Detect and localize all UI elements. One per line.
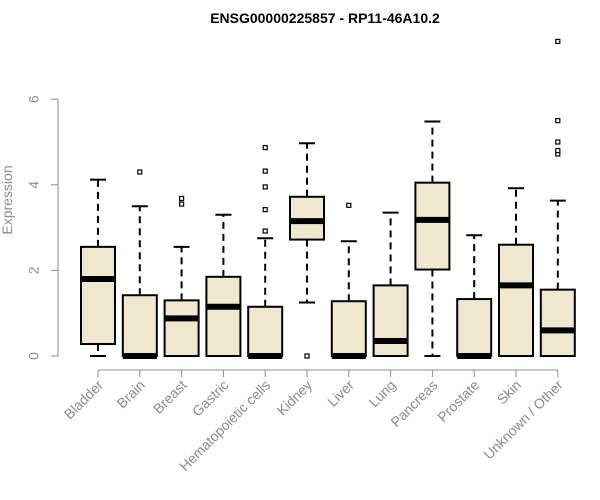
- box-bladder: [80, 178, 116, 357]
- outlier-point: [179, 201, 185, 207]
- iqr-box: [80, 245, 116, 346]
- x-tick-label: Breast: [150, 377, 190, 417]
- x-tick-label: Skin: [494, 377, 525, 408]
- box-pancreas: [414, 120, 451, 357]
- box-hematopoietic-cells: [247, 144, 284, 359]
- outlier-point: [304, 353, 310, 359]
- outlier-point: [262, 228, 268, 234]
- iqr-box: [330, 300, 367, 358]
- x-tick-label: Liver: [324, 377, 357, 410]
- outlier-point: [262, 168, 268, 174]
- outlier-point: [262, 144, 268, 151]
- iqr-box: [539, 288, 576, 357]
- y-tick-label: 6: [26, 95, 42, 103]
- x-tick-label: Bladder: [61, 377, 107, 423]
- box-prostate: [456, 234, 493, 359]
- iqr-box: [247, 305, 284, 357]
- box-gastric: [205, 213, 242, 358]
- iqr-box: [372, 284, 409, 358]
- outlier-point: [555, 147, 561, 154]
- box-unknown-other: [539, 38, 576, 357]
- x-tick-label: Brain: [113, 377, 147, 411]
- y-tick-label: 0: [26, 352, 42, 360]
- outlier-point: [262, 207, 268, 213]
- iqr-box: [498, 243, 534, 357]
- outlier-point: [555, 117, 561, 124]
- outlier-point: [137, 169, 143, 175]
- y-axis: 0 2 4 6: [26, 95, 59, 360]
- x-tick-label: Kidney: [274, 377, 316, 419]
- boxes-group: [80, 38, 576, 359]
- y-tick-label: 4: [26, 181, 42, 189]
- outlier-point: [555, 139, 561, 145]
- x-tick-label: Prostate: [434, 377, 482, 425]
- iqr-box: [456, 298, 493, 357]
- outlier-point: [555, 38, 561, 45]
- outlier-point: [346, 202, 352, 208]
- box-breast: [163, 195, 200, 357]
- y-axis-label: Expression: [0, 165, 15, 234]
- iqr-box: [163, 299, 200, 357]
- x-tick-label: Unknown / Other: [480, 377, 566, 463]
- box-skin: [498, 187, 534, 357]
- iqr-box: [205, 275, 242, 358]
- x-tick-label: Lung: [365, 377, 398, 410]
- box-liver: [330, 202, 367, 359]
- y-tick-label: 2: [26, 266, 42, 274]
- iqr-box: [414, 181, 451, 271]
- chart-title: ENSG00000225857 - RP11-46A10.2: [210, 10, 440, 26]
- outlier-point: [262, 184, 268, 190]
- outlier-point: [179, 195, 185, 202]
- iqr-box: [121, 294, 158, 357]
- box-kidney: [289, 142, 325, 359]
- box-brain: [121, 169, 158, 359]
- box-lung: [372, 211, 409, 358]
